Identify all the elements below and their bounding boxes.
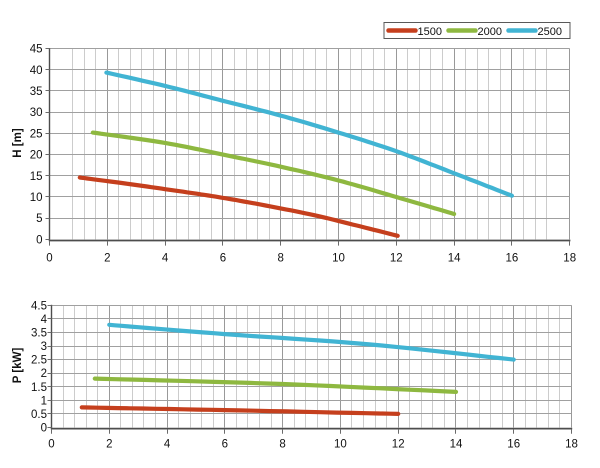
svg-text:3: 3 (41, 341, 47, 353)
svg-text:20: 20 (30, 150, 43, 162)
svg-text:0: 0 (48, 439, 54, 451)
svg-text:18: 18 (565, 439, 578, 451)
svg-text:10: 10 (30, 192, 43, 204)
svg-text:6: 6 (222, 439, 228, 451)
svg-text:4: 4 (162, 253, 169, 265)
svg-text:15: 15 (30, 171, 43, 183)
svg-text:12: 12 (392, 439, 405, 451)
svg-text:1.5: 1.5 (31, 382, 47, 394)
svg-text:16: 16 (506, 253, 519, 265)
svg-text:30: 30 (30, 107, 43, 119)
svg-text:5: 5 (36, 213, 42, 225)
svg-text:0: 0 (41, 423, 47, 435)
svg-text:10: 10 (332, 253, 345, 265)
svg-text:12: 12 (390, 253, 403, 265)
svg-text:4: 4 (41, 314, 48, 326)
svg-text:14: 14 (450, 439, 463, 451)
svg-text:2: 2 (41, 368, 47, 380)
svg-text:8: 8 (279, 439, 285, 451)
svg-text:45: 45 (30, 44, 43, 56)
svg-text:14: 14 (448, 253, 461, 265)
svg-text:6: 6 (220, 253, 226, 265)
svg-text:25: 25 (30, 128, 43, 140)
svg-text:2.5: 2.5 (31, 355, 47, 367)
svg-text:1500: 1500 (418, 26, 442, 38)
svg-text:H [m]: H [m] (12, 128, 24, 158)
svg-text:35: 35 (30, 86, 43, 98)
svg-text:4: 4 (164, 439, 171, 451)
svg-text:0: 0 (36, 234, 42, 246)
svg-text:40: 40 (30, 65, 43, 77)
svg-text:0.5: 0.5 (31, 409, 47, 421)
svg-text:2500: 2500 (538, 26, 562, 38)
svg-text:3.5: 3.5 (31, 327, 47, 339)
svg-text:2: 2 (104, 253, 110, 265)
svg-text:4.5: 4.5 (31, 300, 47, 312)
svg-text:8: 8 (277, 253, 283, 265)
svg-text:2: 2 (106, 439, 112, 451)
svg-text:10: 10 (334, 439, 347, 451)
svg-text:P [kW]: P [kW] (12, 348, 24, 384)
svg-text:16: 16 (507, 439, 520, 451)
svg-text:0: 0 (46, 253, 52, 265)
svg-text:1: 1 (41, 395, 47, 407)
svg-text:2000: 2000 (478, 26, 502, 38)
svg-text:18: 18 (563, 253, 576, 265)
